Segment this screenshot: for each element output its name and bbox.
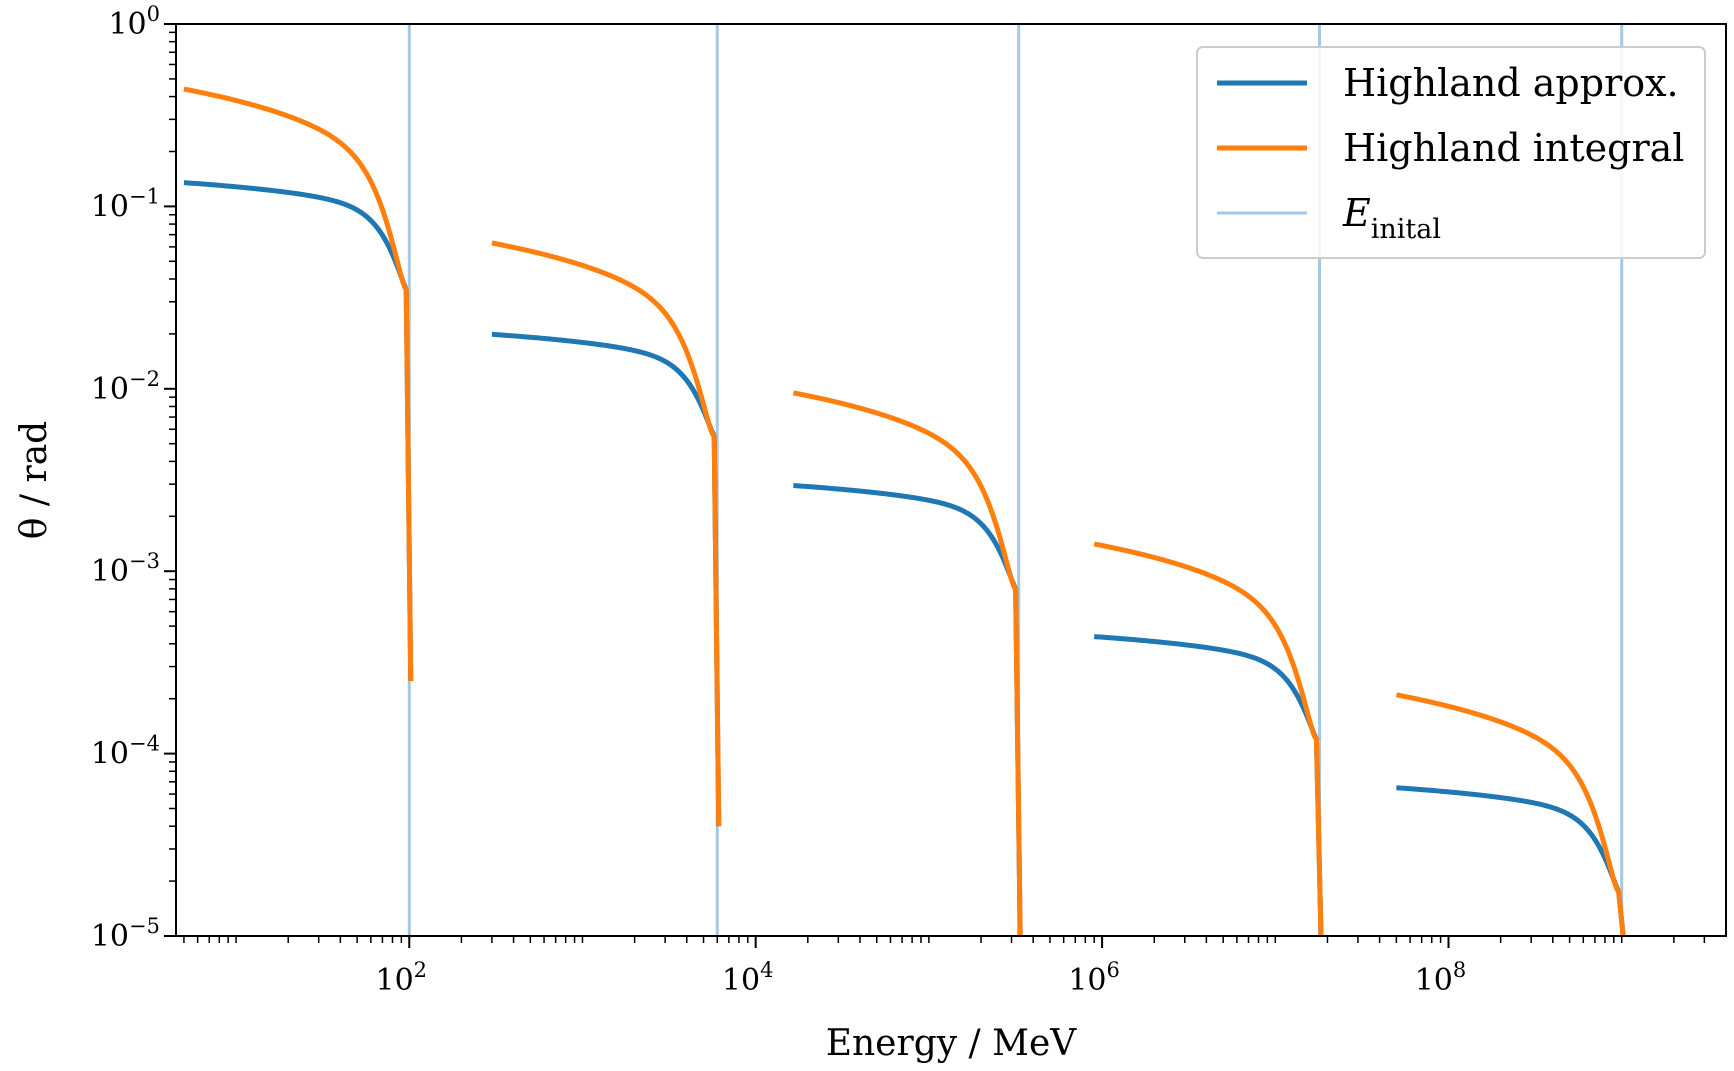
approx-curve-segment-4 <box>1093 634 1324 936</box>
x-tick-label-3: 106 <box>1068 958 1120 998</box>
approx-curve-segment-1 <box>183 180 414 682</box>
legend-box <box>1196 46 1706 259</box>
y-tick-label-3: 10−3 <box>91 549 160 589</box>
y-tick-label-2: 10−4 <box>91 732 160 772</box>
integral-curve-segment-5 <box>1395 692 1626 936</box>
legend-label-1: Highland approx. <box>1343 61 1679 105</box>
integral-curve-segment-3 <box>792 390 1023 936</box>
x-tick-label-2: 104 <box>722 958 774 998</box>
approx-curve-segment-2 <box>491 331 722 827</box>
y-tick-label-6: 100 <box>108 2 160 42</box>
approx-curve-segment-5 <box>1395 785 1626 936</box>
legend-label-2: Highland integral <box>1343 126 1684 170</box>
axis-ticks: 102 104 106 108 10−5 10−4 10−3 10−2 10−1 100 <box>91 2 1706 998</box>
x-tick-label-4: 108 <box>1415 958 1467 998</box>
y-tick-label-5: 10−1 <box>91 184 160 224</box>
plot-frame <box>175 23 1727 937</box>
integral-curve-segment-2 <box>491 240 722 827</box>
legend-label-3: Einital <box>1342 191 1441 245</box>
y-axis-label: θ / rad <box>14 421 55 539</box>
approx-curve-segment-3 <box>792 483 1023 936</box>
legend: Highland approx. Highland integral Einital <box>1196 46 1706 259</box>
integral-curve-segment-4 <box>1093 541 1324 936</box>
x-axis-label: Energy / MeV <box>826 1023 1078 1064</box>
y-tick-label-4: 10−2 <box>91 367 160 407</box>
integral-curve-segment-1 <box>183 86 414 682</box>
x-tick-label-1: 102 <box>375 958 427 998</box>
series-lines <box>183 86 1626 936</box>
y-tick-label-1: 10−5 <box>91 914 160 954</box>
